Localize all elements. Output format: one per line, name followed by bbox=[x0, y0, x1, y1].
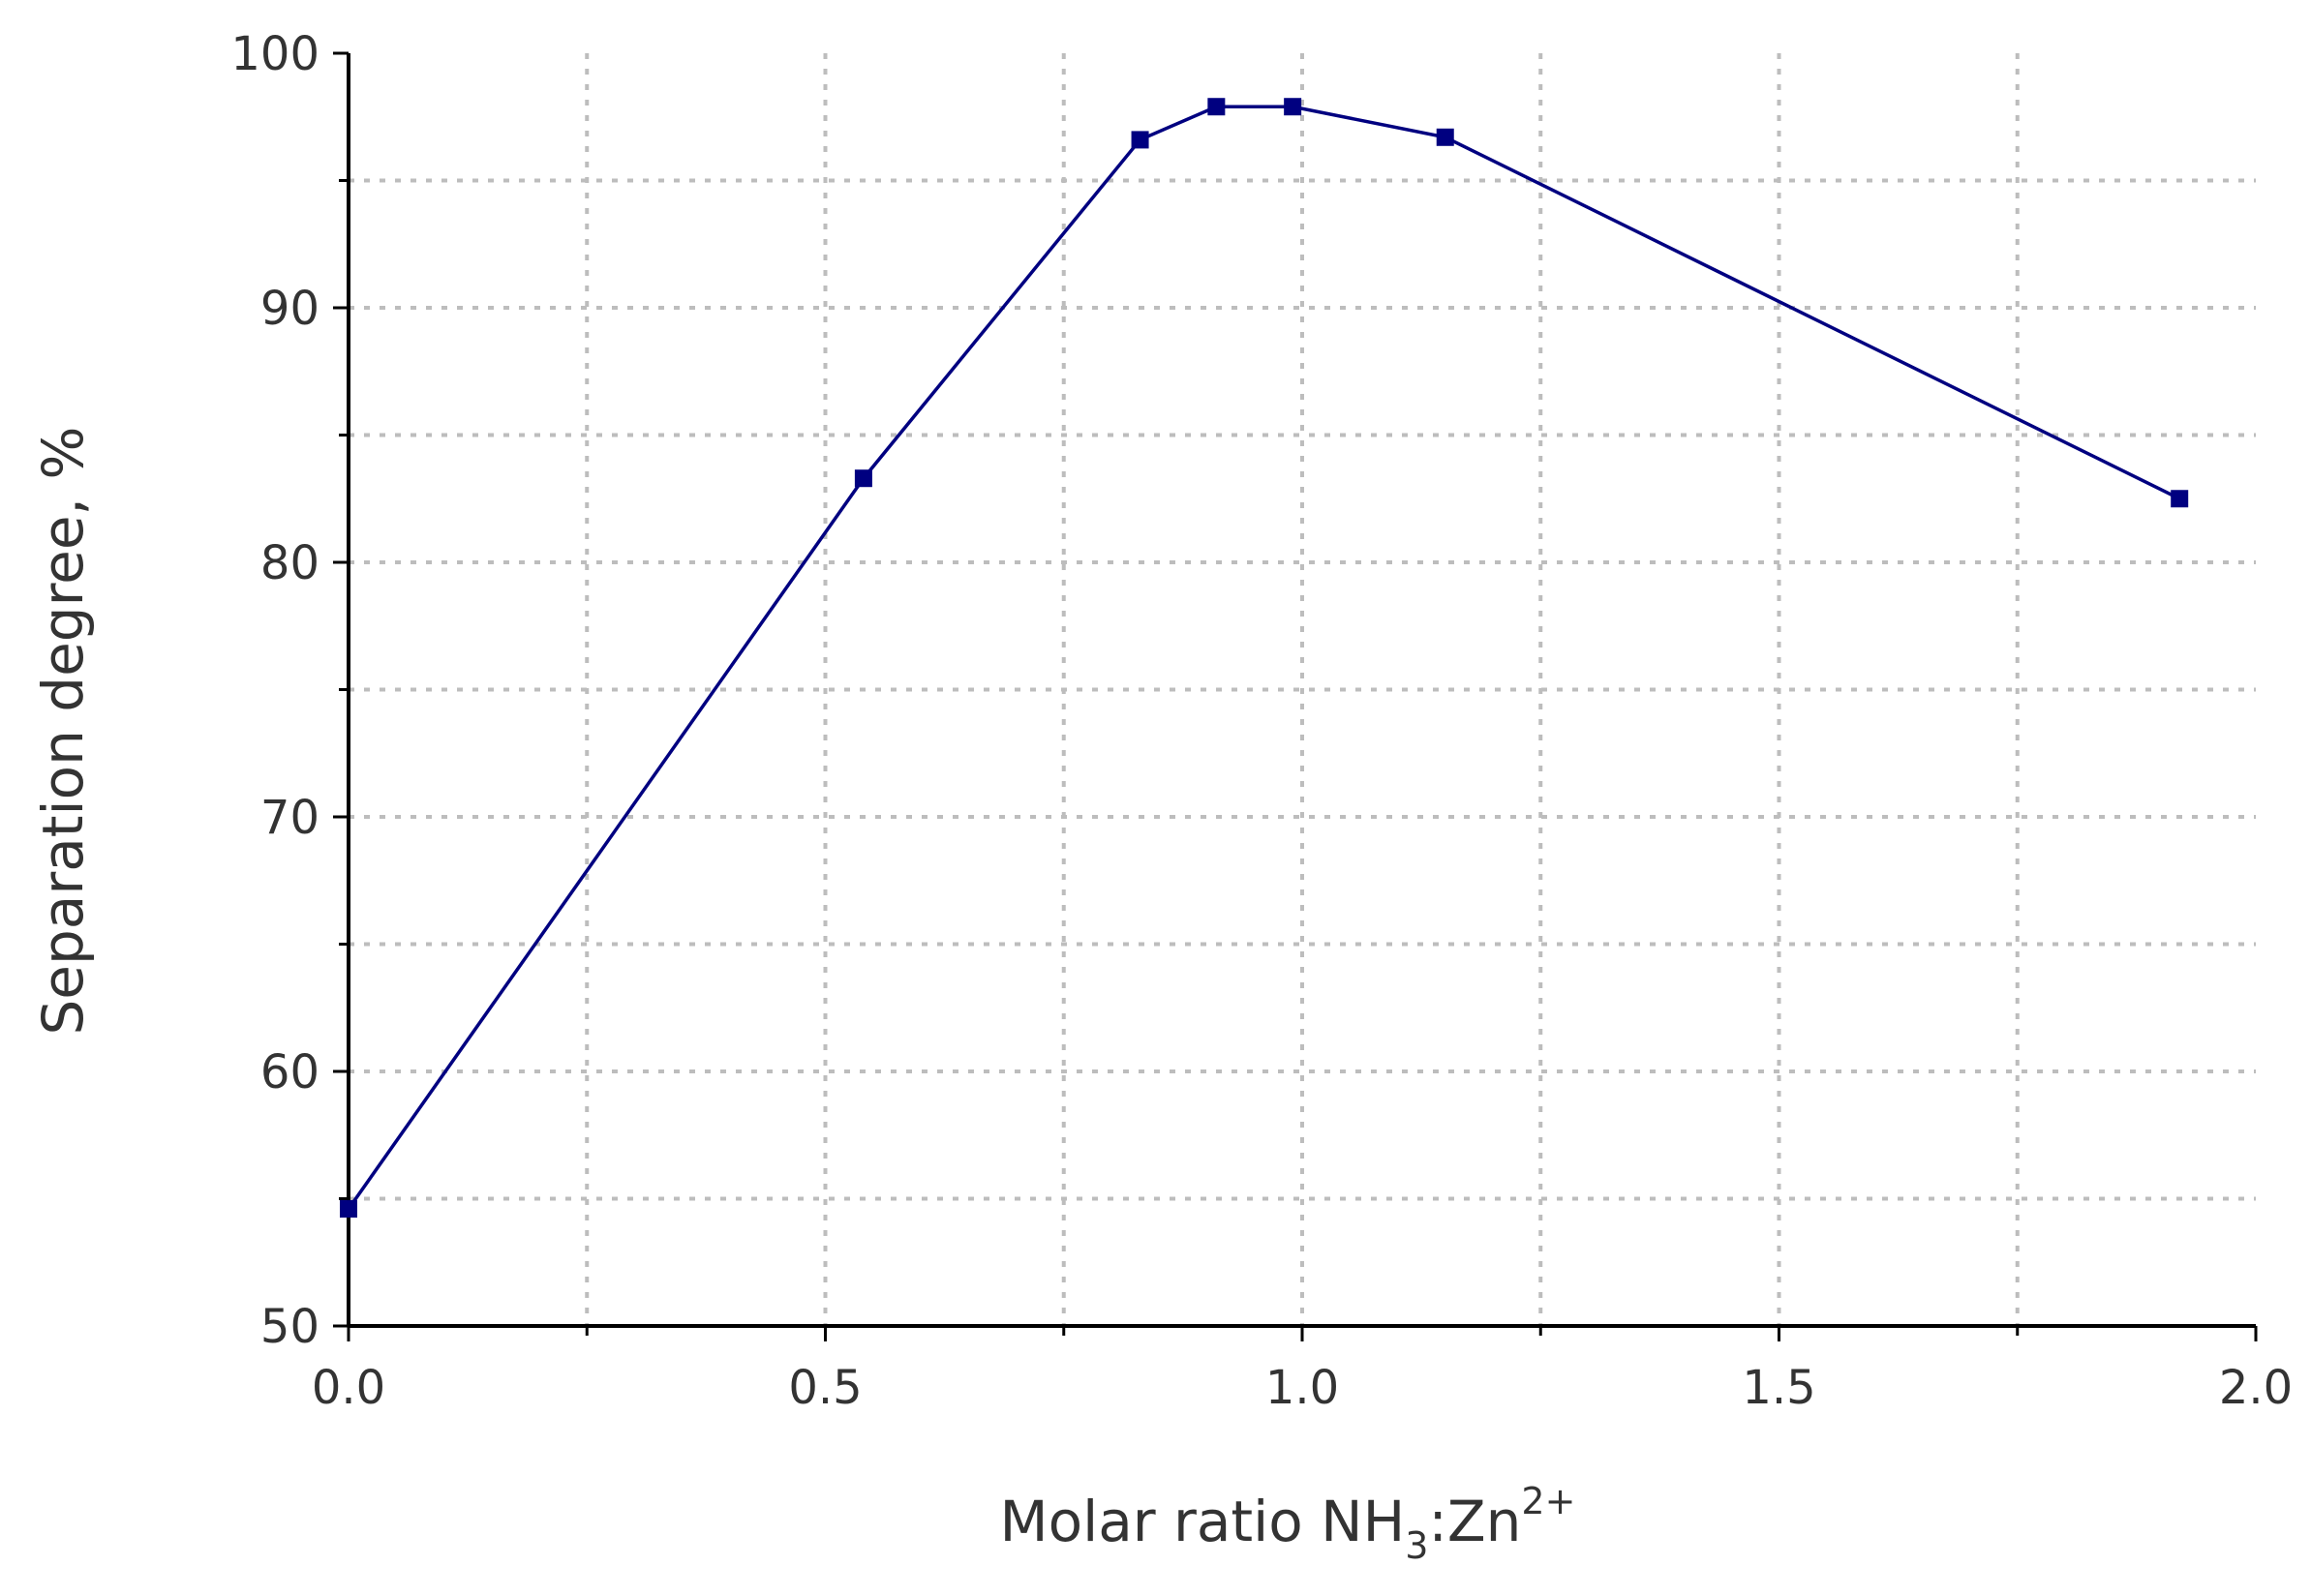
x-axis-title-superscript: 2+ bbox=[1521, 1480, 1575, 1522]
y-tick-label: 50 bbox=[260, 1300, 319, 1354]
x-tick-label: 1.0 bbox=[1265, 1361, 1339, 1415]
data-point-marker bbox=[1284, 98, 1302, 116]
y-tick-label: 80 bbox=[260, 536, 319, 590]
x-tick-label: 1.5 bbox=[1742, 1361, 1815, 1415]
x-axis-title-main: Molar ratio NH bbox=[1000, 1489, 1406, 1554]
series bbox=[340, 98, 2189, 1219]
data-point-marker bbox=[340, 1200, 357, 1219]
x-tick-label: 0.0 bbox=[312, 1361, 385, 1415]
data-point-marker bbox=[2171, 490, 2189, 508]
grid bbox=[349, 53, 2256, 1326]
data-point-marker bbox=[1207, 98, 1226, 116]
y-tick-label: 90 bbox=[260, 282, 319, 336]
y-axis-title: Separation degree, % bbox=[30, 426, 96, 1035]
data-point-marker bbox=[1131, 131, 1149, 149]
y-tick-label: 100 bbox=[230, 27, 319, 81]
x-axis-title-subscript: 3 bbox=[1405, 1524, 1428, 1567]
x-tick-label: 0.5 bbox=[788, 1361, 862, 1415]
ticks: 0.0 0.5 1.0 1.5 2.0 50 60 70 80 90 100 bbox=[230, 27, 2293, 1415]
data-point-marker bbox=[854, 469, 872, 488]
y-tick-label: 60 bbox=[260, 1045, 319, 1099]
y-tick-label: 70 bbox=[260, 791, 319, 845]
x-axis-title: Molar ratio NH3:Zn2+ bbox=[1000, 1480, 1576, 1567]
x-axis-title-tail: :Zn bbox=[1428, 1489, 1521, 1554]
x-tick-label: 2.0 bbox=[2219, 1361, 2293, 1415]
data-point-marker bbox=[1436, 128, 1454, 146]
